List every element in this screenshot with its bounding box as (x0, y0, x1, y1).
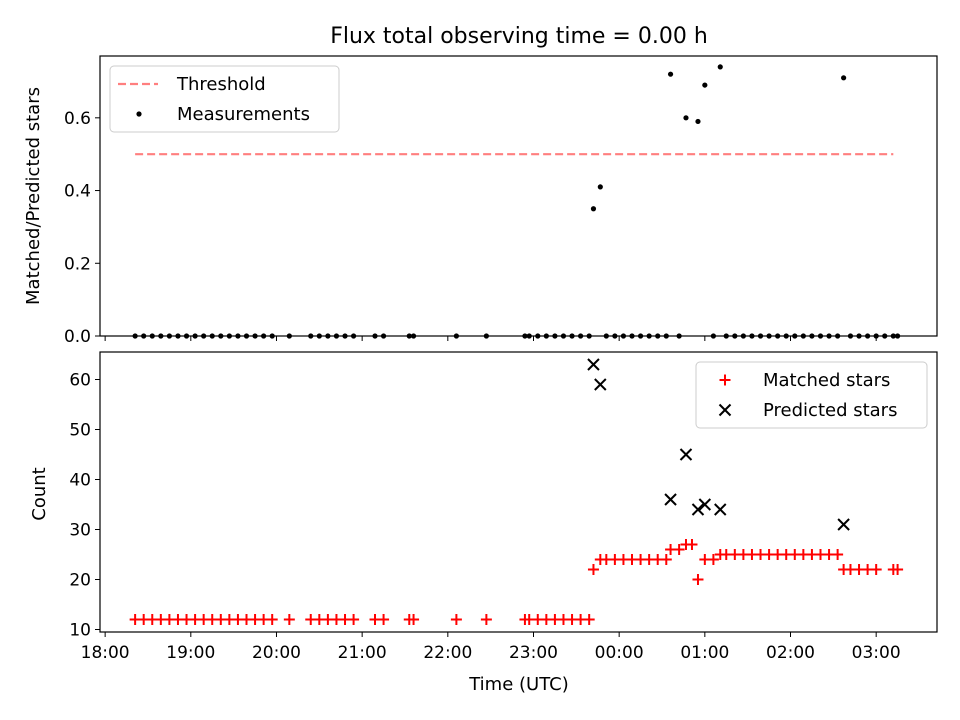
matched-star-point (378, 614, 390, 625)
measurement-point (695, 118, 701, 125)
top-y-axis: 0.0 0.2 0.4 0.6 (64, 109, 100, 347)
bottom-x-axis: 18:00 19:00 20:00 21:00 22:00 23:00 00:00 01:00… (81, 632, 901, 663)
top-y-tick-label: 0.4 (64, 182, 91, 202)
x-tick-label: 03:00 (852, 643, 901, 663)
bottom-y-tick-label: 60 (69, 371, 91, 391)
matched-star-point (348, 614, 360, 625)
matched-star-point (692, 574, 704, 585)
matched-star-point (686, 539, 698, 550)
matched-star-point (870, 564, 882, 575)
matched-star-point (587, 564, 599, 575)
bottom-y-tick-label: 20 (69, 571, 91, 591)
top-y-tick-label: 0.6 (64, 109, 91, 129)
measurement-point (841, 75, 847, 81)
chart-title: Flux total observing time = 0.00 h (330, 24, 708, 49)
top-legend-box (109, 65, 340, 133)
top-axes-frame (99, 55, 938, 337)
predicted-star-point (837, 518, 850, 531)
legend-predicted-label: Predicted stars (763, 400, 897, 421)
bottom-axes-frame (99, 351, 938, 633)
predicted-star-point (587, 358, 600, 371)
top-y-axis-label: Matched/Predicted stars (23, 87, 44, 305)
bottom-y-tick-label: 10 (69, 621, 91, 641)
matched-star-point (480, 614, 492, 625)
matched-star-point (583, 614, 595, 625)
matched-star-point (832, 549, 844, 560)
bottom-y-axis: 10 20 30 40 50 60 (69, 371, 100, 641)
x-tick-label: 21:00 (338, 643, 387, 663)
legend-threshold-label: Threshold (176, 74, 266, 95)
x-tick-label: 00:00 (595, 643, 644, 663)
matched-star-point (673, 544, 685, 555)
top-x-ticks (104, 336, 877, 341)
matched-star-point (707, 554, 719, 565)
top-y-tick-label: 0.0 (64, 327, 91, 347)
matched-star-point (892, 564, 904, 575)
predicted-star-point (714, 503, 727, 516)
x-axis-label: Time (UTC) (468, 674, 569, 695)
bottom-legend: Matched stars Predicted stars (695, 361, 928, 429)
legend-predicted-swatch (718, 403, 732, 417)
bottom-panel: 10 20 30 40 50 60 18:00 19:00 20:00 21:00 22:00 23… (29, 351, 938, 695)
legend-matched-swatch (719, 374, 731, 386)
measurement-point (683, 115, 689, 121)
top-y-tick-label: 0.2 (64, 254, 91, 274)
matched-star-point (408, 614, 420, 625)
legend-matched-label: Matched stars (763, 370, 890, 391)
x-tick-label: 23:00 (509, 643, 558, 663)
legend-measurements-label: Measurements (177, 104, 310, 125)
predicted-star-point (691, 503, 705, 516)
x-tick-label: 02:00 (766, 643, 815, 663)
measurement-point (667, 71, 674, 77)
measurement-point (702, 82, 708, 88)
star-count-points (129, 358, 904, 625)
predicted-star-point (679, 448, 693, 461)
bottom-y-tick-label: 50 (69, 421, 91, 441)
bottom-y-tick-label: 40 (69, 471, 91, 491)
predicted-star-point (664, 493, 677, 506)
measurement-point (590, 206, 597, 212)
x-tick-label: 22:00 (423, 643, 472, 663)
matched-star-point (283, 614, 295, 625)
matched-star-point (450, 614, 462, 625)
matched-star-point (660, 554, 672, 565)
x-tick-label: 20:00 (252, 643, 301, 663)
measurement-point (597, 184, 603, 190)
predicted-star-point (594, 378, 607, 391)
bottom-legend-box (695, 361, 928, 429)
top-legend: Threshold Measurements (109, 65, 340, 133)
top-panel: 0.0 0.2 0.4 0.6 Matched/Predicted stars Thr… (23, 55, 938, 347)
x-tick-label: 18:00 (81, 643, 130, 663)
matched-star-point (266, 614, 278, 625)
x-tick-label: 01:00 (680, 643, 729, 663)
measurement-point (717, 64, 723, 70)
predicted-star-point (698, 498, 712, 511)
x-tick-label: 19:00 (166, 643, 215, 663)
bottom-y-axis-label: Count (29, 467, 50, 520)
legend-measurements-swatch (136, 111, 142, 117)
bottom-y-tick-label: 30 (69, 521, 91, 541)
